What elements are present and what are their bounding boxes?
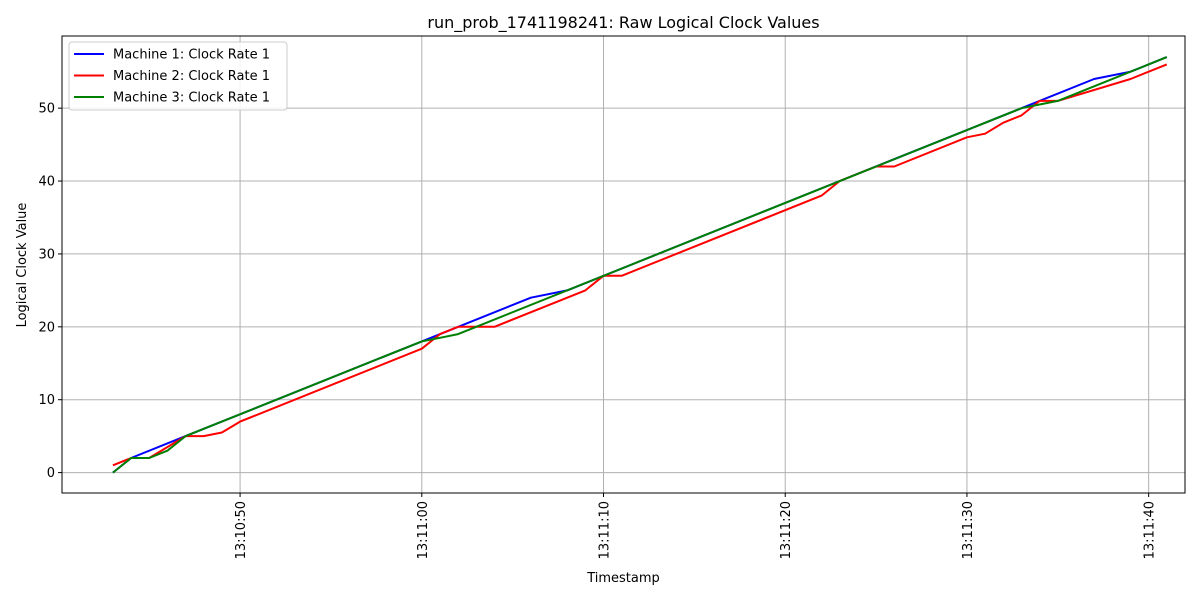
x-axis: 13:10:50 13:11:00 13:11:10 13:11:20 13:11:30…	[234, 493, 1158, 559]
legend-label: Machine 1: Clock Rate 1	[113, 48, 270, 63]
y-tick-label: 40	[38, 175, 55, 190]
series-layer	[112, 56, 1168, 474]
y-tick-label: 30	[38, 247, 55, 262]
series-line-machine-3	[112, 56, 1168, 474]
y-axis: 0 10 20 30 40 50	[38, 102, 62, 481]
y-tick-label: 10	[38, 393, 55, 408]
y-tick-label: 0	[47, 466, 55, 481]
y-tick-label: 20	[38, 320, 55, 335]
x-tick-label: 13:11:30	[961, 501, 976, 559]
x-tick-label: 13:10:50	[234, 501, 249, 559]
y-tick-label: 50	[38, 102, 55, 117]
chart-title: run_prob_1741198241: Raw Logical Clock V…	[427, 13, 819, 33]
series-line-machine-2	[112, 63, 1168, 467]
x-tick-label: 13:11:20	[779, 501, 794, 559]
y-axis-title: Logical Clock Value	[15, 203, 30, 328]
legend-box	[68, 41, 288, 111]
x-tick-label: 13:11:00	[416, 501, 431, 559]
x-axis-title: Timestamp	[586, 571, 660, 586]
x-tick-label: 13:11:40	[1143, 501, 1158, 559]
legend-label: Machine 2: Clock Rate 1	[113, 69, 270, 84]
grid	[62, 36, 1185, 493]
legend-label: Machine 3: Clock Rate 1	[113, 91, 270, 106]
plot-frame	[61, 35, 1186, 494]
legend: Machine 1: Clock Rate 1 Machine 2: Clock …	[68, 41, 288, 111]
x-tick-label: 13:11:10	[598, 501, 613, 559]
